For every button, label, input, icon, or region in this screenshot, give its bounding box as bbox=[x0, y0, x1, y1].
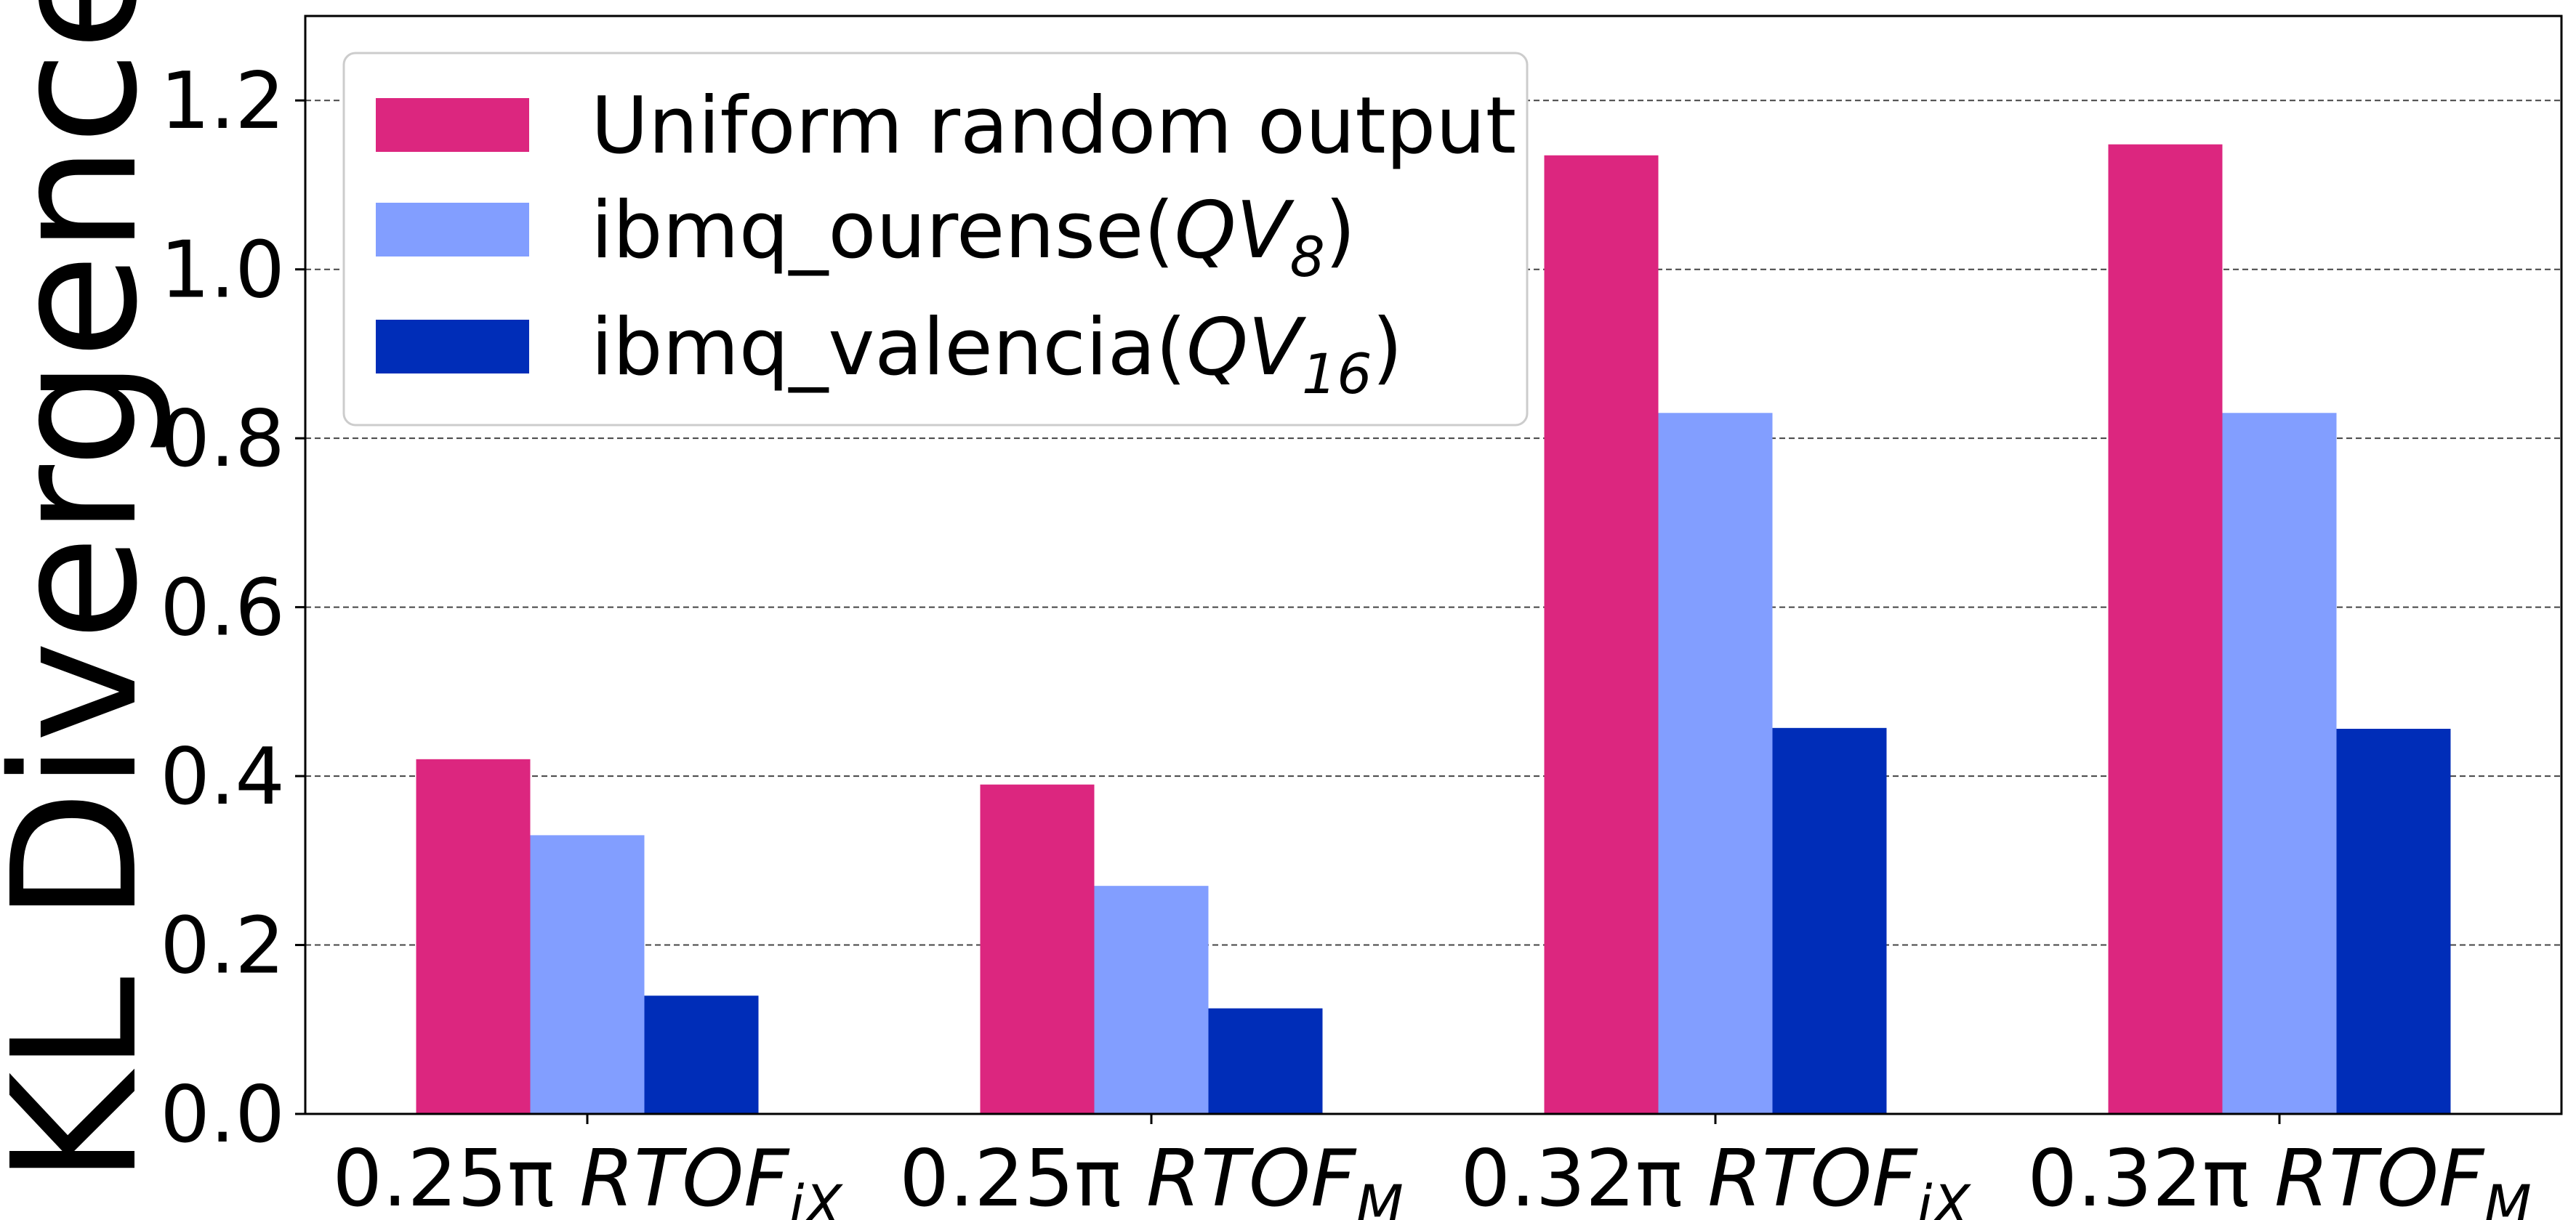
x-label-sub: iX bbox=[1917, 1173, 1971, 1220]
x-label-sub: iX bbox=[789, 1173, 843, 1220]
bar-1-1 bbox=[416, 759, 531, 1114]
y-axis-title: KL Divergence bbox=[0, 0, 175, 1184]
legend-label-1: Uniform random output bbox=[591, 81, 1516, 171]
x-label-prefix: 0.32π bbox=[2027, 1134, 2274, 1220]
legend-swatch-1 bbox=[376, 98, 529, 152]
x-tick-label: 0.25π RTOFiX bbox=[332, 1134, 843, 1220]
y-tick-label: 0.8 bbox=[160, 394, 285, 485]
bar-2-3 bbox=[1658, 413, 1773, 1114]
bar-2-1 bbox=[530, 835, 645, 1114]
bar-3-4 bbox=[2336, 728, 2451, 1114]
bar-1-2 bbox=[980, 784, 1095, 1114]
x-label-main: RTOF bbox=[2274, 1134, 2485, 1220]
x-label-prefix: 0.32π bbox=[1460, 1134, 1707, 1220]
x-label-main: RTOF bbox=[579, 1134, 790, 1220]
x-label-prefix: 0.25π bbox=[899, 1134, 1146, 1220]
y-tick-label: 0.4 bbox=[160, 732, 285, 823]
x-label-main: RTOF bbox=[1146, 1134, 1357, 1220]
legend-swatch-3 bbox=[376, 320, 529, 373]
legend-box bbox=[342, 52, 1529, 427]
y-tick-label: 1.0 bbox=[160, 225, 285, 316]
bar-1-3 bbox=[1544, 155, 1659, 1114]
plot-frame bbox=[304, 15, 2563, 1115]
x-label-main: RTOF bbox=[1707, 1134, 1918, 1220]
x-tick-label: 0.25π RTOFM bbox=[899, 1134, 1404, 1220]
legend-swatch-2 bbox=[376, 203, 529, 256]
x-label-sub: M bbox=[2484, 1173, 2532, 1220]
bar-3-2 bbox=[1208, 1008, 1323, 1114]
x-tick-label: 0.32π RTOFiX bbox=[1460, 1134, 1971, 1220]
bar-1-4 bbox=[2108, 144, 2223, 1114]
y-tick-label: 0.6 bbox=[160, 563, 285, 654]
bar-2-4 bbox=[2222, 413, 2337, 1114]
bar-3-1 bbox=[644, 995, 759, 1114]
x-label-sub: M bbox=[1356, 1173, 1404, 1220]
legend-label-3: ibmq_valencia(QV16) bbox=[591, 302, 1403, 406]
y-tick-label: 1.2 bbox=[160, 56, 285, 147]
bar-2-2 bbox=[1094, 886, 1209, 1114]
x-label-prefix: 0.25π bbox=[332, 1134, 579, 1220]
legend-label-2: ibmq_ourense(QV8) bbox=[591, 185, 1356, 289]
bar-3-3 bbox=[1772, 727, 1887, 1114]
x-tick-label: 0.32π RTOFM bbox=[2027, 1134, 2532, 1220]
y-tick-label: 0.0 bbox=[160, 1070, 285, 1160]
y-tick-label: 0.2 bbox=[160, 901, 285, 992]
